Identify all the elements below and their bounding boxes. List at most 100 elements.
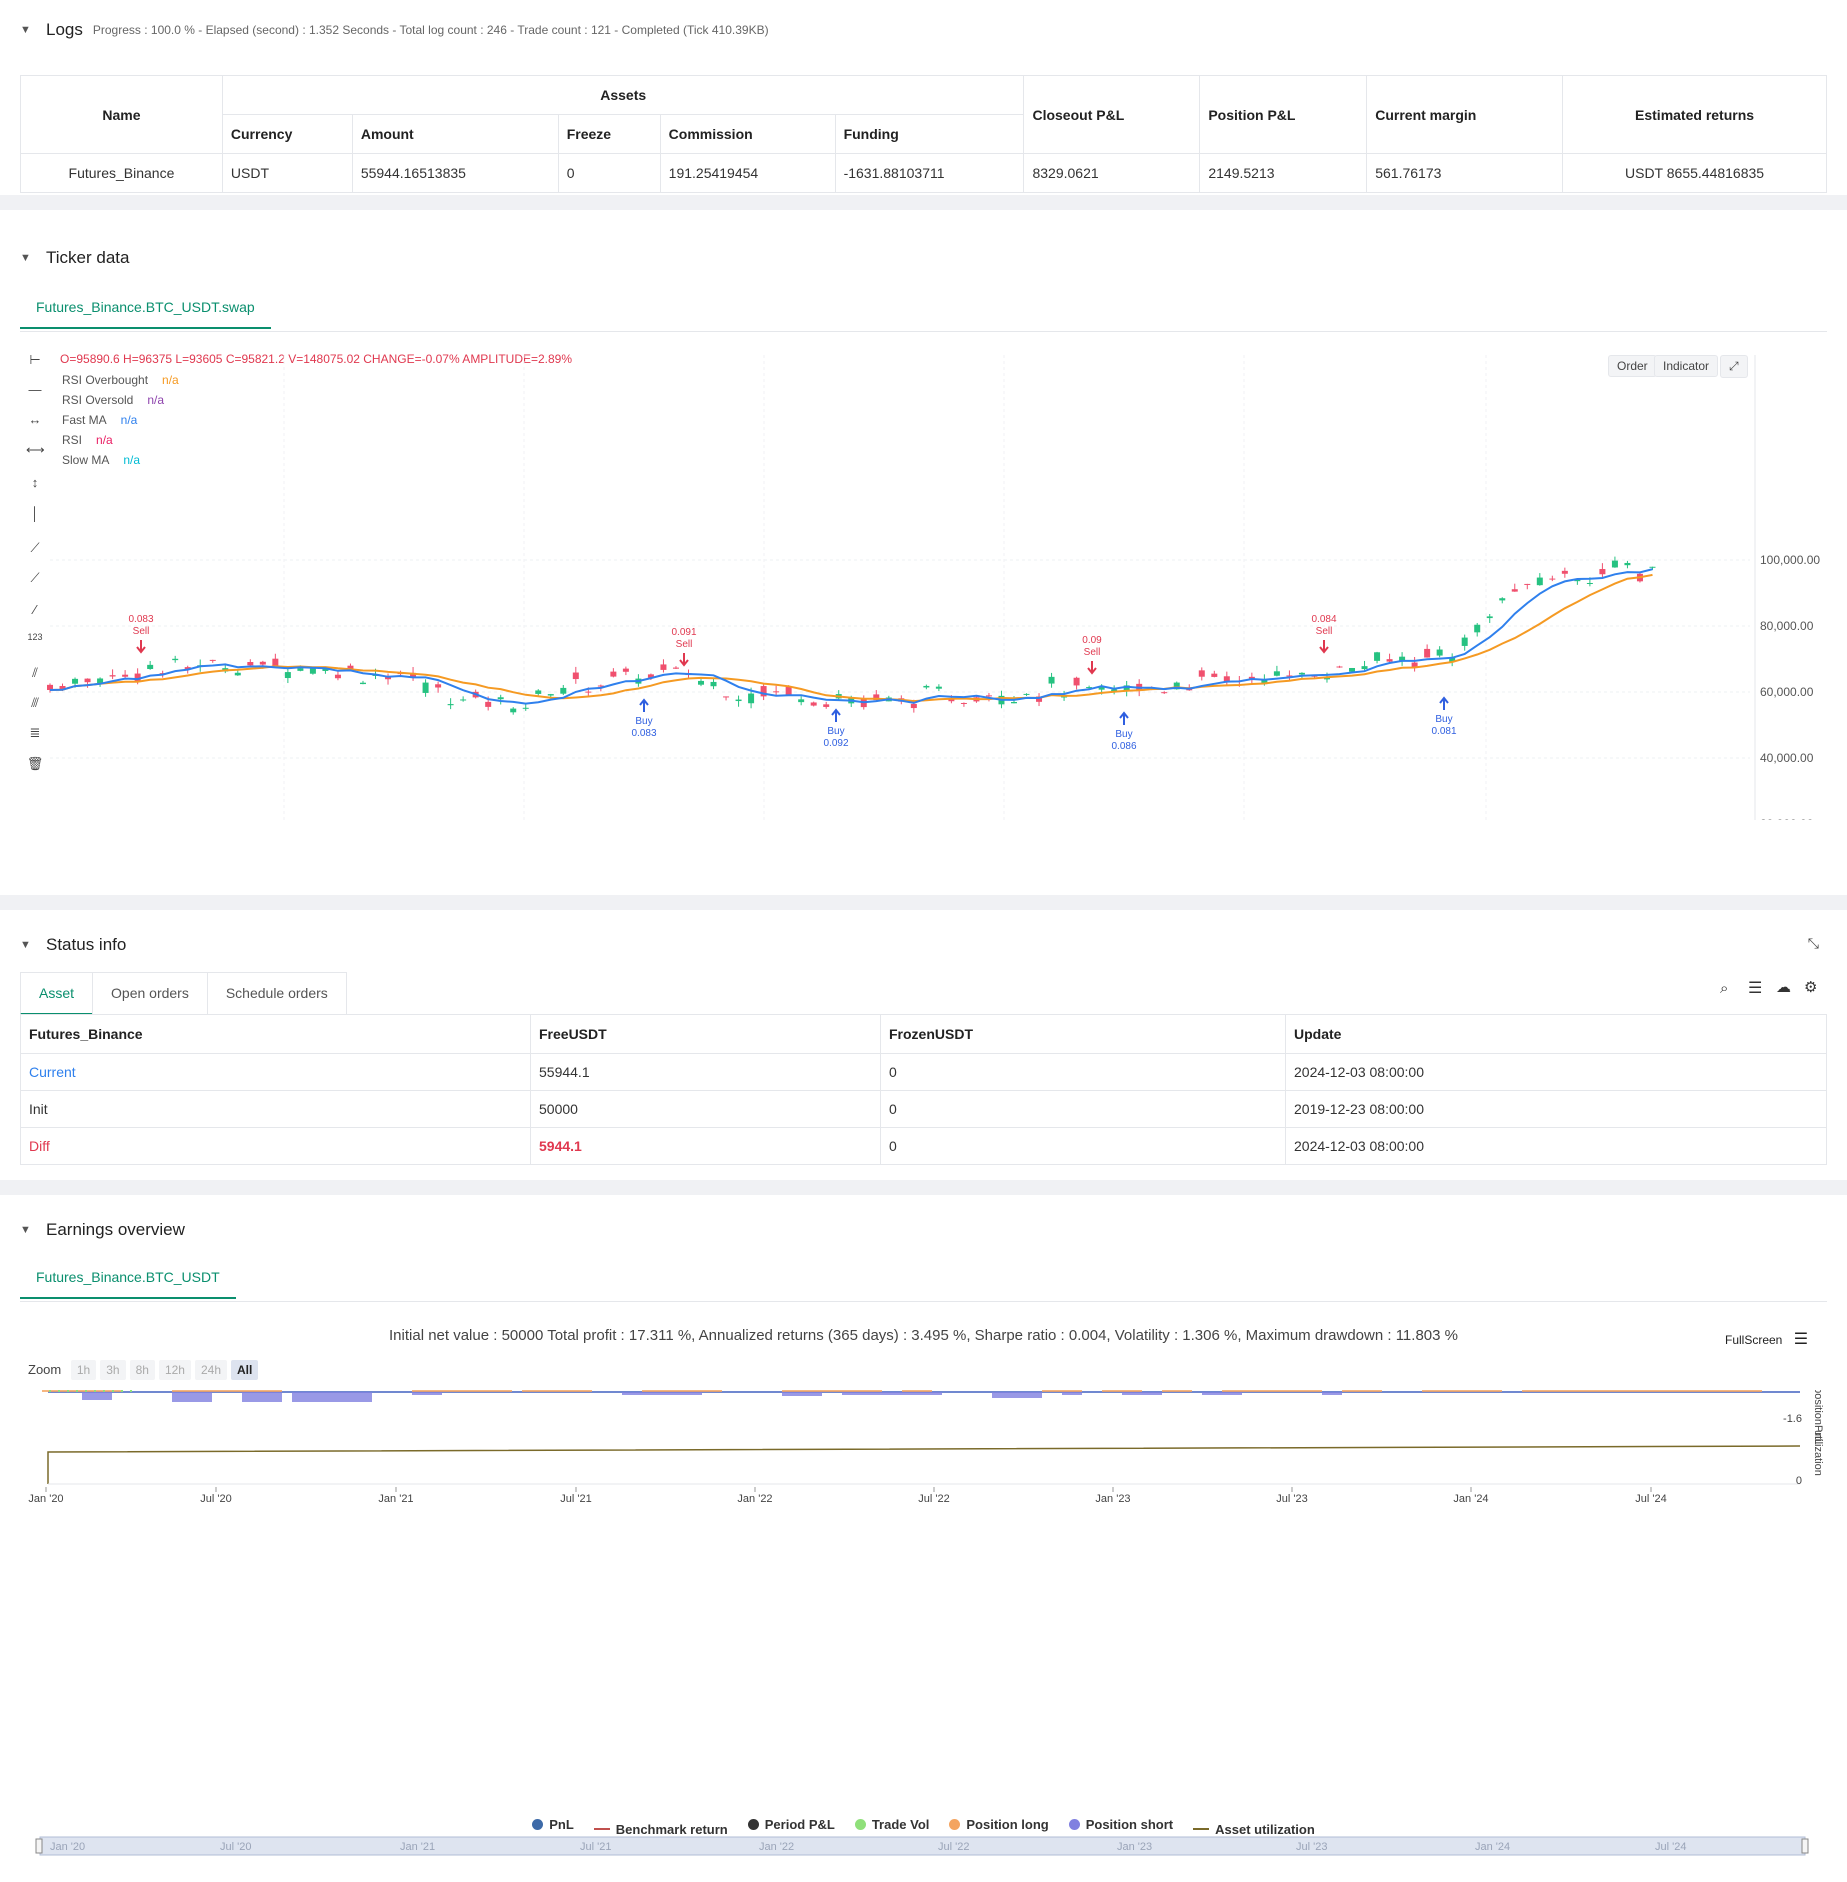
asset-utilization-line (47, 1445, 1801, 1484)
legend-item[interactable]: Period P&L (747, 1817, 835, 1832)
crosshair-icon[interactable]: ⊢ (29, 352, 41, 367)
zoom-1h-button[interactable]: 1h (70, 1360, 97, 1380)
status-header[interactable]: ▼ Status info (20, 935, 126, 955)
earnings-header[interactable]: ▼ Earnings overview (20, 1220, 185, 1240)
zoom-8h-button[interactable]: 8h (129, 1360, 155, 1380)
ohlc-readout: O=95890.6 H=96375 L=93605 C=95821.2 V=14… (60, 352, 573, 366)
legend-item[interactable]: Slow MA n/a (62, 450, 179, 470)
tab-schedule-orders[interactable]: Schedule orders (206, 972, 347, 1015)
trash-icon[interactable]: 🗑 (26, 756, 44, 771)
legend-item[interactable]: RSI Overbought n/a (62, 370, 179, 390)
cell-closeout: 8329.0621 (1023, 153, 1201, 193)
gear-icon[interactable]: ⚙ (1804, 979, 1818, 996)
legend-item[interactable]: PnL (532, 1817, 574, 1832)
legend-item[interactable]: Benchmark return (593, 1822, 728, 1837)
segment-icon[interactable]: ∕ (33, 602, 37, 617)
fullscreen-button[interactable]: FullScreen ☰ (1725, 1329, 1808, 1349)
navigator-handle-left (35, 1838, 43, 1854)
candle (1173, 682, 1180, 690)
parallel-channel-icon[interactable]: ⫽ (32, 665, 38, 680)
candlestick-chart[interactable]: 100,000.00 80,000.00 60,000.00 40,000.00 20,… (0, 345, 1847, 820)
indicator-button[interactable]: Indicator (1654, 355, 1719, 377)
horizontal-segment-icon[interactable]: ⟷ (26, 442, 45, 457)
range-navigator[interactable]: Jan '20 Jul '20 Jan '21 Jul '21 Jan '22 Jul '… (0, 1835, 1847, 1857)
expand-icon[interactable]: ⤢ (1720, 355, 1748, 378)
position-long-bar (522, 1390, 592, 1392)
legend-marker (1193, 1828, 1210, 1830)
col-est: Estimated returns (1562, 75, 1827, 154)
tick-label: Jul '21 (560, 1493, 591, 1505)
legend-item[interactable]: Position short (1068, 1817, 1173, 1832)
navigator-tick-label: Jul '23 (1296, 1841, 1327, 1853)
earnings-chart[interactable]: 6k4k2k0-2k-4k-6kPnL-2k-1.60PnLPeriod P&L… (0, 1390, 1847, 1860)
candle (535, 690, 542, 694)
tab-open-orders[interactable]: Open orders (92, 972, 208, 1015)
signal-value: 0.083 (631, 728, 656, 739)
legend-item[interactable]: RSI Oversold n/a (62, 390, 179, 410)
legend-label: Position long (966, 1817, 1049, 1832)
menu-icon[interactable]: ☰ (1793, 1331, 1809, 1348)
zoom-24h-button[interactable]: 24h (194, 1360, 227, 1380)
y-tick-label: 20,000.00 (1760, 817, 1814, 820)
logs-panel: ▼ Logs Progress : 100.0 % - Elapsed (sec… (0, 0, 1847, 195)
tick-label: Jul '23 (1276, 1493, 1307, 1505)
position-short-bar (622, 1392, 702, 1395)
price-label-icon[interactable]: 123 (27, 632, 43, 642)
legend-item[interactable]: Asset utilization (1193, 1822, 1315, 1837)
trend-line-icon[interactable]: ⟋ (30, 570, 40, 585)
legend-item[interactable]: Trade Vol (854, 1817, 929, 1832)
fib-icon[interactable]: ⫻ (31, 695, 39, 710)
legend-item[interactable]: Fast MA n/a (62, 410, 179, 430)
candle (134, 673, 141, 682)
legend-label: Period P&L (764, 1817, 835, 1832)
candle (647, 674, 654, 678)
legend-marker (747, 1819, 759, 1830)
ray-icon[interactable]: ⟋ (30, 540, 40, 555)
tick-label: 0 (1796, 1475, 1802, 1487)
table-row: Init 50000 0 2019-12-23 08:00:00 (20, 1090, 1827, 1128)
zoom-3h-button[interactable]: 3h (100, 1360, 126, 1380)
collapse-icon[interactable]: ⤡ (1807, 935, 1819, 951)
row-label: Init (20, 1090, 531, 1128)
col-exchange: Futures_Binance (20, 1014, 531, 1054)
zoom-12h-button[interactable]: 12h (158, 1360, 191, 1380)
legend-value: n/a (96, 433, 113, 447)
position-short-bar (1322, 1392, 1342, 1395)
legend-item[interactable]: RSI n/a (62, 430, 179, 450)
candle (1010, 701, 1017, 704)
candle (1424, 648, 1431, 658)
horizontal-ray-icon[interactable]: ↔ (28, 412, 42, 427)
ticker-header[interactable]: ▼ Ticker data (20, 248, 129, 268)
tab-earnings-pair[interactable]: Futures_Binance.BTC_USDT (20, 1257, 236, 1299)
vertical-line-icon[interactable]: ↕ (31, 475, 39, 490)
navigator-tick-label: Jan '21 (400, 1841, 435, 1853)
navigator-handle-right (1801, 1838, 1809, 1854)
candle (59, 685, 66, 690)
candle (1298, 672, 1305, 675)
horizontal-line-icon[interactable]: — (28, 382, 42, 397)
signal-label: Sell (1316, 626, 1333, 637)
tab-ticker-swap[interactable]: Futures_Binance.BTC_USDT.swap (20, 287, 271, 329)
logs-summary: Progress : 100.0 % - Elapsed (second) : … (92, 23, 769, 37)
tab-asset[interactable]: Asset (20, 972, 94, 1015)
earnings-summary: Initial net value : 50000 Total profit :… (389, 1327, 1458, 1344)
logs-header[interactable]: ▼ Logs Progress : 100.0 % - Elapsed (sec… (20, 20, 769, 40)
candle (147, 664, 154, 669)
frozen-cell: 0 (880, 1127, 1286, 1165)
zoom-All-button[interactable]: All (231, 1360, 259, 1380)
position-short-bar (842, 1392, 942, 1395)
cloud-download-icon[interactable]: ☁ (1776, 979, 1791, 996)
cell-amount: 55944.16513835 (351, 153, 559, 193)
list-icon[interactable]: ☰ (1748, 980, 1763, 997)
buy-arrow-icon (639, 698, 649, 712)
fullscreen-label: FullScreen (1725, 1333, 1783, 1347)
fib-lines-icon[interactable]: ≣ (29, 725, 41, 740)
cell-name: Futures_Binance (20, 153, 223, 193)
legend-item[interactable]: Position long (949, 1817, 1049, 1832)
candle (1023, 693, 1030, 695)
candle (572, 672, 579, 680)
candle (1111, 689, 1118, 692)
candle (109, 675, 116, 677)
vertical-segment-icon[interactable]: │ (30, 506, 40, 521)
search-icon[interactable]: ⌕ (1720, 980, 1729, 997)
